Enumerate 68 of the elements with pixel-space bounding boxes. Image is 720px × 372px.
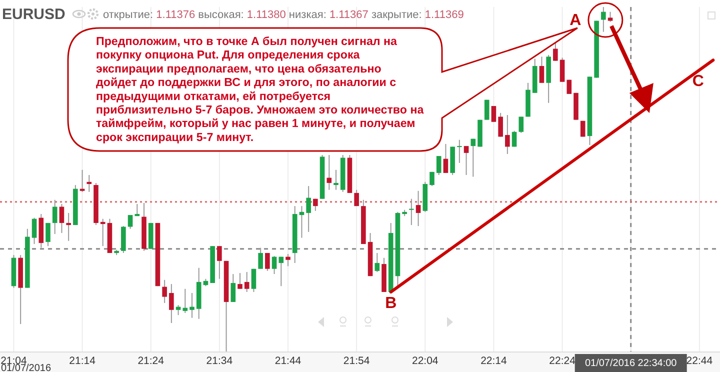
- candlestick: [498, 112, 503, 138]
- candlestick: [238, 272, 242, 290]
- candlestick: [176, 304, 181, 316]
- candlestick: [134, 203, 140, 217]
- candlestick: [86, 174, 92, 192]
- candlestick: [46, 222, 50, 247]
- x-tick-label: 21:34: [206, 355, 233, 367]
- candlestick: [258, 247, 263, 270]
- x-tick-label: 21:44: [274, 355, 302, 367]
- candlestick: [430, 171, 434, 187]
- candlestick: [52, 199, 58, 235]
- candlestick: [505, 114, 510, 154]
- text: 01/07/2016 22:34:00: [584, 358, 678, 369]
- candlestick: [80, 169, 85, 192]
- candlestick: [299, 206, 304, 238]
- candlestick: [100, 218, 106, 247]
- annotation: A: [570, 12, 582, 29]
- candlestick: [457, 139, 462, 164]
- candlestick: [169, 284, 174, 324]
- candlestick: [491, 106, 496, 122]
- candlestick: [162, 279, 167, 304]
- x-tick-label: 21:54: [343, 355, 370, 367]
- candlestick: [443, 143, 448, 174]
- candlestick: [251, 268, 256, 292]
- candlestick: [518, 116, 524, 134]
- candlestick: [470, 138, 476, 178]
- candlestick: [278, 256, 284, 287]
- candlestick: [553, 42, 558, 62]
- x-tick-label: 22:14: [480, 355, 508, 367]
- chart-subtitle: открытие: 1.11376 высокая: 1.11380 низкая: 1.11367 закрытие: 1.11369: [103, 9, 464, 21]
- candlestick: [190, 292, 194, 318]
- annotation: B: [385, 294, 397, 312]
- candlestick: [566, 79, 572, 94]
- candlestick: [32, 217, 37, 245]
- candlestick: [217, 246, 222, 280]
- annotation: Предположим, что в точке А был получен сигнал на покупку опциона Put. Для определения срока экспирации предполагаем, что цена обязательно дойдет до поддержки ВС и для этого, по аналогии с предыдущими откатами, ей потребуется приблизительно 5-7 баров. Умножаем это количество на таймфрейм, который у нас равен 1 минуте, и получаем срок экспирации 5-7 минут.: [96, 35, 424, 144]
- x-tick-label: 21:14: [69, 355, 96, 367]
- x-tick-label: 22:24: [549, 355, 576, 367]
- candlestick: [601, 6, 606, 32]
- candlestick: [484, 99, 490, 120]
- candlestick: [512, 130, 517, 148]
- candlestick: [182, 288, 188, 314]
- x-tick-label: 21:24: [138, 355, 164, 367]
- candlestick: [286, 254, 290, 267]
- candlestick: [539, 56, 544, 84]
- candlestick: [244, 271, 250, 292]
- annotation: C: [692, 73, 704, 90]
- candlestick: [306, 186, 311, 232]
- candlestick: [66, 212, 71, 242]
- candlestick: [354, 189, 359, 207]
- candlestick: [409, 198, 414, 226]
- candlestick: [374, 252, 380, 272]
- candlestick: [334, 169, 338, 190]
- candlestick: [313, 198, 318, 212]
- candlestick: [272, 256, 277, 275]
- chart-title: EURUSD: [2, 6, 66, 23]
- candlestick: [59, 203, 64, 234]
- text: 01/07/2016: [1, 363, 52, 372]
- x-tick-label: 22:04: [412, 355, 438, 367]
- candlestick: [230, 274, 236, 302]
- candlestick: [416, 190, 421, 227]
- candlestick: [464, 146, 469, 176]
- candlestick: [326, 154, 332, 190]
- candlestick: [436, 156, 442, 176]
- candlestick: [265, 252, 270, 272]
- candlestick: [608, 11, 613, 22]
- candlestick: [560, 57, 565, 82]
- candlestick: [128, 214, 133, 230]
